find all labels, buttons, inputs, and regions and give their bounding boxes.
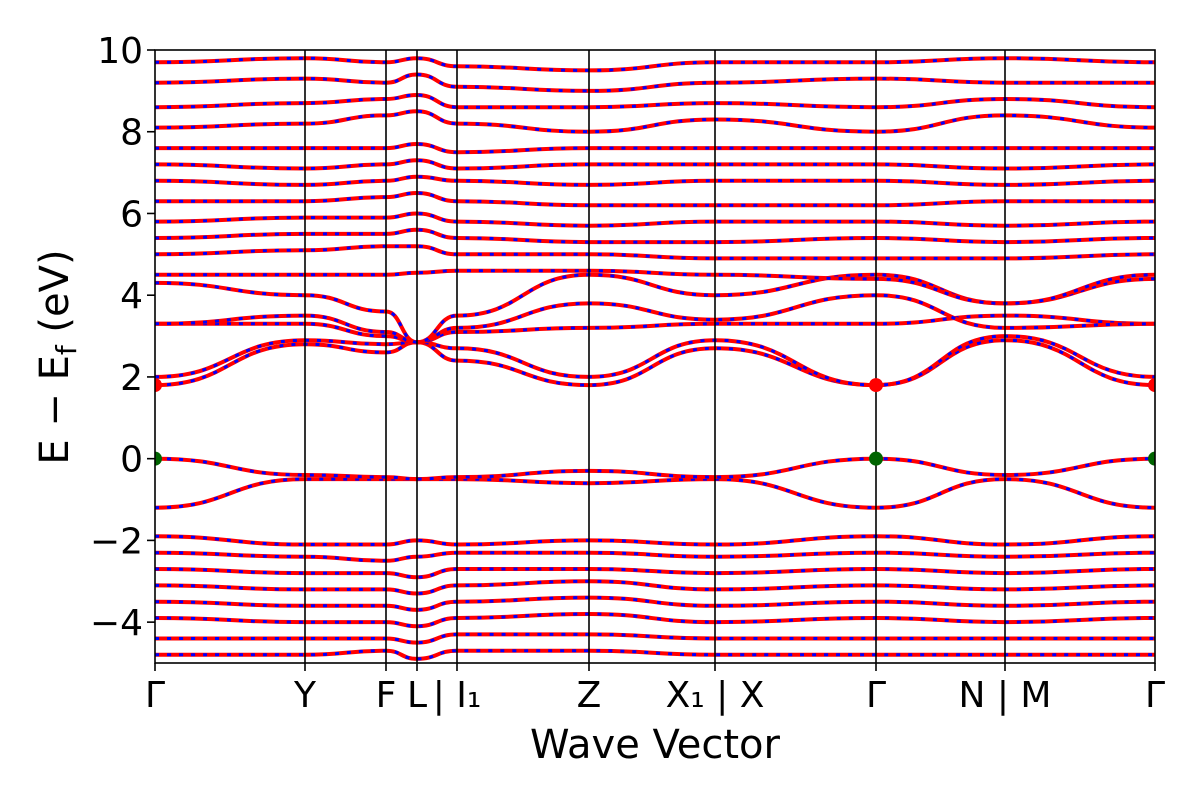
x-tick-label: N | M xyxy=(958,675,1051,716)
band-overlay-line xyxy=(155,244,1155,260)
band-overlay-line xyxy=(155,72,1155,93)
y-tick-label: 10 xyxy=(97,31,143,72)
y-tick-label: 8 xyxy=(120,113,143,154)
band-17 xyxy=(155,72,1155,93)
band-16 xyxy=(155,92,1155,110)
y-tick-label: −2 xyxy=(90,521,143,562)
band-12 xyxy=(155,174,1155,187)
x-tick-label: X₁ | X xyxy=(666,675,765,716)
vbm-marker xyxy=(1148,451,1155,466)
x-tick-label: Y xyxy=(293,675,317,716)
y-axis-label-subscript: f xyxy=(50,344,83,355)
y-axis-label-unit: (eV) xyxy=(32,249,78,345)
cbm-marker xyxy=(1148,378,1155,393)
band-8 xyxy=(155,244,1155,261)
plot-frame xyxy=(154,49,1156,664)
band-overlay-line xyxy=(155,158,1155,171)
y-tick-label: −4 xyxy=(90,603,143,644)
x-tick-label: Γ xyxy=(866,675,886,716)
x-tick-label: L xyxy=(407,675,427,716)
band-11 xyxy=(155,190,1155,208)
y-tick-label: 0 xyxy=(120,440,143,481)
y-axis-label: E − Ef (eV) xyxy=(32,249,83,464)
y-axis-label-main: E − E xyxy=(32,355,78,465)
y-tick-label: 6 xyxy=(120,194,143,235)
band-overlay-line xyxy=(155,93,1155,109)
y-axis-ticks: −4 −2 0 2 4 6 8 10 xyxy=(90,31,155,644)
x-tick-label: | I₁ xyxy=(433,675,482,716)
band-overlay-line xyxy=(155,314,1155,344)
band-overlay-line xyxy=(155,551,1155,563)
vbm-marker xyxy=(155,451,162,466)
band-18 xyxy=(155,56,1155,73)
band-overlay-line xyxy=(155,649,1155,661)
x-tick-label: Γ xyxy=(145,675,165,716)
x-tick-label: F xyxy=(376,675,397,716)
band-13 xyxy=(155,158,1155,171)
cbm-marker xyxy=(869,378,883,393)
band-overlay-line xyxy=(155,175,1155,187)
x-axis-label: Wave Vector xyxy=(530,722,781,768)
band-overlay-line xyxy=(155,191,1155,207)
band-4 xyxy=(155,313,1155,345)
x-axis-ticks: Γ Y F L | I₁ Z X₁ | X Γ N | M Γ xyxy=(145,663,1165,716)
cbm-marker xyxy=(155,378,162,393)
extrema-markers xyxy=(155,378,1155,466)
x-tick-label: Γ xyxy=(1145,675,1165,716)
y-tick-label: 2 xyxy=(120,358,143,399)
band-overlay-line xyxy=(155,338,1155,387)
band-overlay-line xyxy=(155,56,1155,72)
k-point-separators xyxy=(304,50,1006,663)
x-tick-label: Z xyxy=(577,675,602,716)
vbm-marker xyxy=(869,451,883,466)
band-26 xyxy=(155,648,1155,661)
band-20 xyxy=(155,550,1155,563)
y-tick-label: 4 xyxy=(120,276,143,317)
